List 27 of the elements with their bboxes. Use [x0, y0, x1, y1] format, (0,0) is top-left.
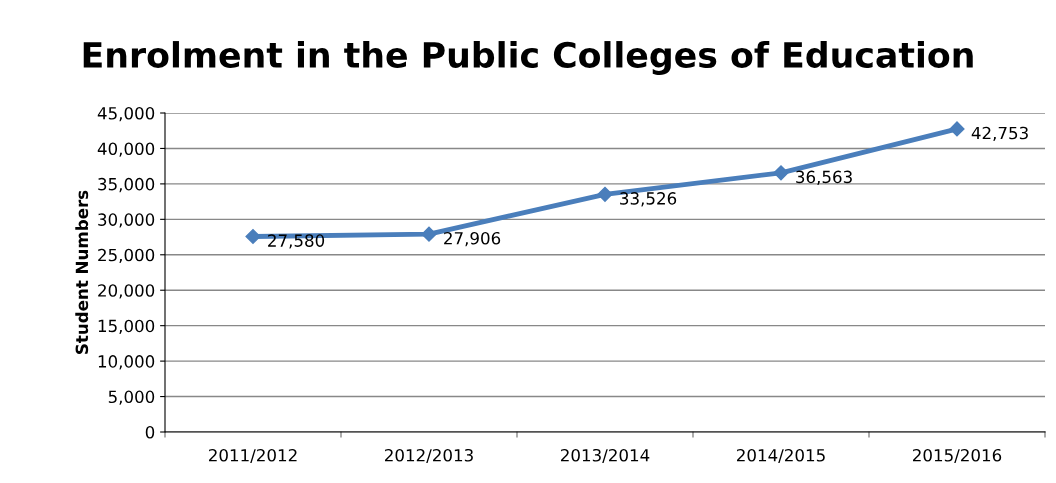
point — [597, 186, 613, 202]
text: 36,563 — [796, 170, 852, 185]
y-tick-label: 0 — [145, 425, 155, 439]
y-tick-label: 15,000 — [98, 319, 155, 334]
x-tick-label: 2014/2015 — [737, 448, 825, 463]
point — [773, 165, 789, 181]
text: 33,526 — [620, 192, 677, 207]
point — [421, 226, 437, 242]
y-tick-label: 25,000 — [98, 248, 155, 264]
x-tick-label: 2015/2016 — [913, 448, 1002, 463]
y-tick-label: 35,000 — [98, 177, 155, 193]
x-tick-label: 2012/2013 — [385, 448, 473, 463]
y-tick-label: 20,000 — [98, 284, 155, 299]
point — [949, 121, 965, 137]
x-tick-label: 2011/2012 — [209, 448, 297, 463]
x-tick-label: 2013/2014 — [561, 448, 650, 463]
point — [245, 228, 261, 245]
y-tick-label: 40,000 — [97, 142, 155, 157]
chart-title: Enrolment in the Public Colleges of Education — [83, 41, 973, 75]
y-tick-label: 30,000 — [98, 213, 155, 228]
y-tick-label: 5,000 — [108, 390, 155, 405]
y-axis-title: Student Numbers — [75, 190, 89, 354]
text: 42,753 — [971, 126, 1028, 142]
y-tick-label: 45,000 — [97, 106, 155, 122]
text: 27,906 — [444, 231, 501, 247]
y-tick-label: 10,000 — [98, 355, 155, 370]
text: 27,580 — [268, 234, 325, 249]
